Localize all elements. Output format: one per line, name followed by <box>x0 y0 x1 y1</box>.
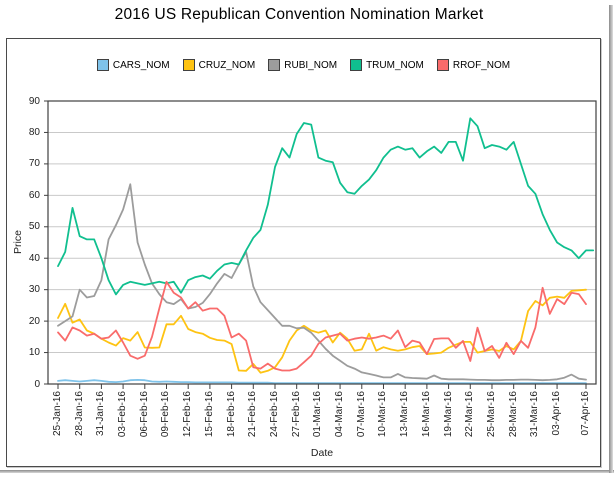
y-axis-tick-label: 60 <box>28 189 40 201</box>
legend-swatch-icon <box>436 59 449 71</box>
legend-item-RUBI_NOM: RUBI_NOM <box>268 59 337 71</box>
x-axis-tick-label: 12-Feb-16 <box>182 391 194 438</box>
x-axis-tick-label: 07-Apr-16 <box>580 391 591 436</box>
y-axis-tick-label: 50 <box>28 221 40 233</box>
window-bottom-edge <box>0 470 614 473</box>
x-axis-tick-label: 16-Mar-16 <box>420 391 432 438</box>
legend-swatch-icon <box>182 59 195 71</box>
series-line-RUBI_NOM <box>57 183 587 382</box>
x-axis-tick-label: 06-Feb-16 <box>138 391 150 438</box>
x-axis-tick-label: 01-Mar-16 <box>312 391 324 438</box>
x-axis-tick-label: 28-Jan-16 <box>73 391 85 437</box>
x-axis-tick-label: 09-Feb-16 <box>160 391 172 438</box>
x-axis-title: Date <box>310 447 334 459</box>
y-axis-tick-label: 30 <box>28 284 40 296</box>
y-axis-tick-label: 40 <box>28 252 40 264</box>
x-axis-tick-label: 15-Feb-16 <box>203 391 215 438</box>
legend-swatch-icon <box>96 59 109 71</box>
x-axis-tick-label: 31-Jan-16 <box>95 391 107 437</box>
legend-item-TRUM_NOM: TRUM_NOM <box>350 59 424 71</box>
x-axis-tick-label: 13-Mar-16 <box>399 391 411 438</box>
series-line-TRUM_NOM <box>57 117 595 296</box>
x-axis-tick-label: 21-Feb-16 <box>247 391 259 438</box>
legend-label: RROF_NOM <box>452 59 511 71</box>
x-axis-tick-label: 24-Feb-16 <box>268 391 280 438</box>
x-axis-tick-label: 25-Mar-16 <box>485 391 497 438</box>
y-axis-tick-label: 80 <box>28 126 40 138</box>
x-axis-tick-label: 19-Mar-16 <box>442 391 454 438</box>
y-axis-tick-label: 90 <box>28 95 40 107</box>
series-line-CARS_NOM <box>57 378 587 385</box>
legend-item-RROF_NOM: RROF_NOM <box>436 59 511 71</box>
y-axis-tick-label: 10 <box>28 347 40 359</box>
legend-label: TRUM_NOM <box>366 59 424 71</box>
x-axis-tick-label: 31-Mar-16 <box>529 391 541 438</box>
legend-swatch-icon <box>268 59 281 71</box>
x-axis-tick-label: 03-Feb-16 <box>117 391 129 438</box>
legend: CARS_NOM CRUZ_NOM RUBI_NOM TRUM_NOM RROF_NOM <box>7 59 600 71</box>
chart-box: CARS_NOM CRUZ_NOM RUBI_NOM TRUM_NOM RROF_NOM… <box>6 38 601 467</box>
plot-svg <box>44 100 597 389</box>
y-axis-tick-label: 20 <box>28 315 40 327</box>
y-axis-tick-label: 70 <box>28 158 40 170</box>
legend-item-CRUZ_NOM: CRUZ_NOM <box>182 59 256 71</box>
x-axis-tick-label: 22-Mar-16 <box>464 391 476 438</box>
x-axis-tick-label: 04-Mar-16 <box>334 391 346 438</box>
plot-frame <box>47 100 597 385</box>
x-axis-tick-label: 07-Mar-16 <box>355 391 367 438</box>
x-axis-tick-label: 28-Mar-16 <box>507 391 519 438</box>
series-line-RROF_NOM <box>57 280 587 372</box>
legend-label: RUBI_NOM <box>284 59 338 71</box>
legend-label: CRUZ_NOM <box>198 59 256 71</box>
x-axis-tick-label: 25-Jan-16 <box>52 391 63 437</box>
y-axis-tick-label: 0 <box>34 378 40 390</box>
legend-item-CARS_NOM: CARS_NOM <box>96 59 170 71</box>
x-axis-tick-label: 27-Feb-16 <box>290 391 302 438</box>
chart-title: 2016 US Republican Convention Nomination… <box>114 6 484 23</box>
legend-swatch-icon <box>350 59 363 71</box>
legend-label: CARS_NOM <box>112 59 170 71</box>
x-axis-tick-label: 03-Apr-16 <box>551 391 563 436</box>
series-line-CRUZ_NOM <box>57 288 587 374</box>
x-axis-tick-label: 10-Mar-16 <box>377 391 389 438</box>
y-axis-title: Price <box>12 230 24 254</box>
window-right-edge <box>609 5 613 473</box>
x-axis-tick-label: 18-Feb-16 <box>225 391 237 438</box>
